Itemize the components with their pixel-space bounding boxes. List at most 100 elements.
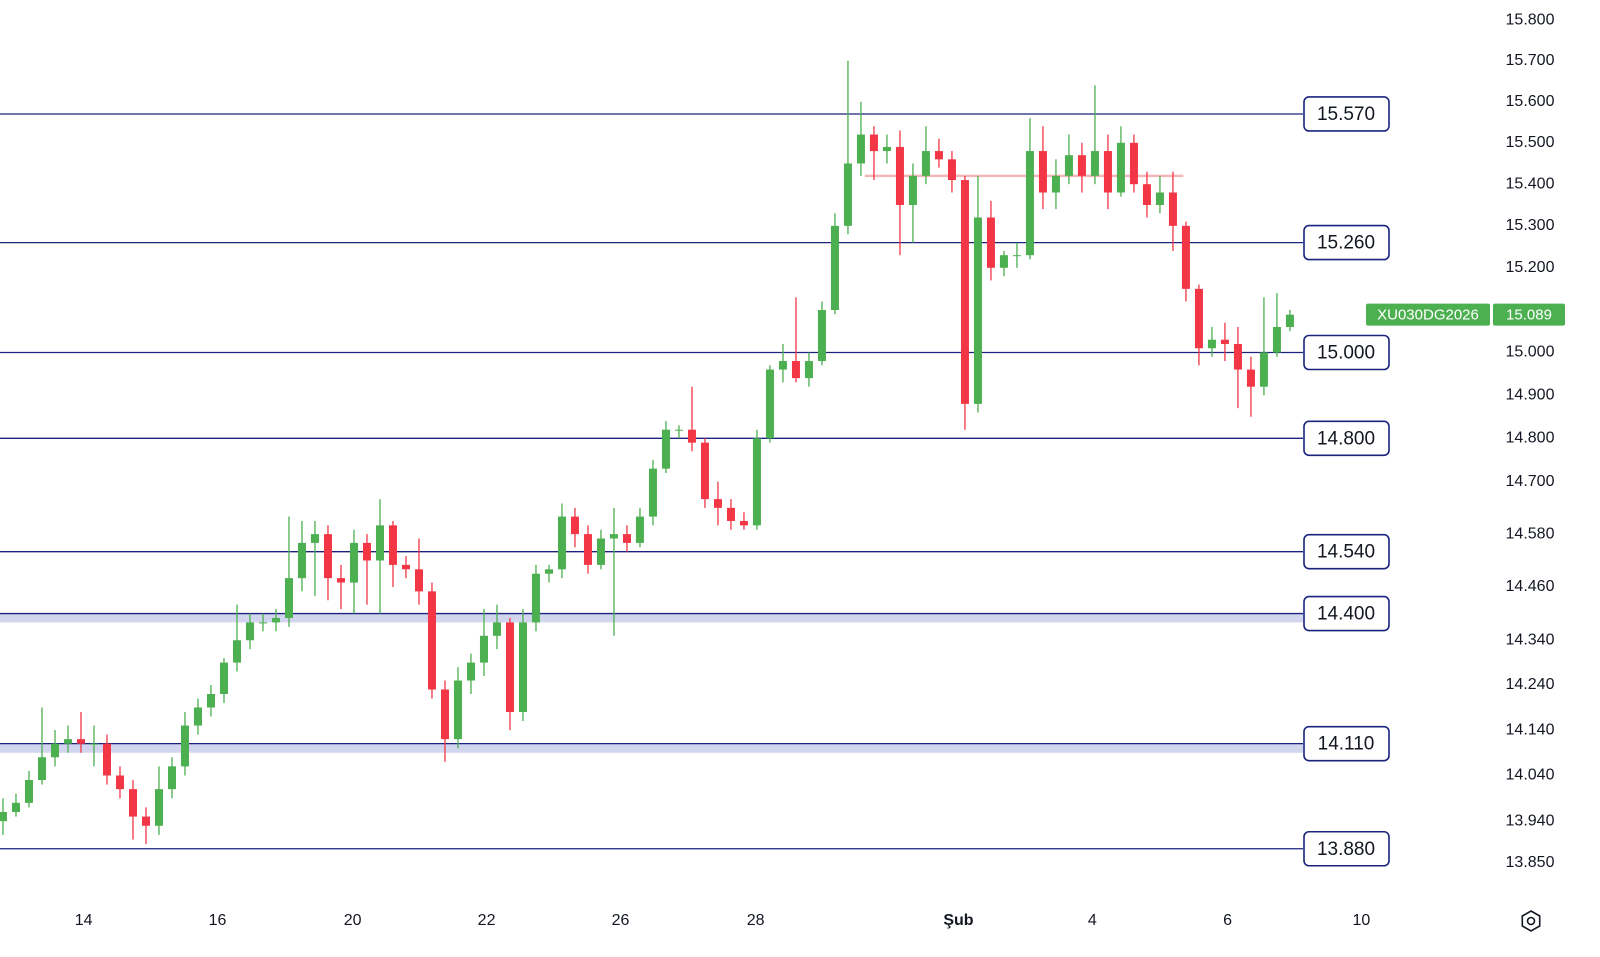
- level-label-box: [1303, 595, 1390, 632]
- candle-body: [258, 622, 267, 624]
- y-tick-label: 14.140: [1506, 721, 1555, 738]
- candle-body: [310, 534, 319, 543]
- candle-body: [11, 802, 20, 813]
- candle-body: [570, 516, 579, 535]
- candle-body: [856, 134, 865, 164]
- candle-body: [1025, 151, 1034, 256]
- candle-body: [843, 163, 852, 226]
- candle-body: [388, 525, 397, 565]
- candle-body: [934, 151, 943, 160]
- candle-body: [1012, 255, 1021, 257]
- candle-body: [102, 743, 111, 776]
- candle-body: [960, 180, 969, 404]
- candle-body: [999, 255, 1008, 268]
- level-label-box: [1303, 830, 1390, 867]
- x-tick-label: 4: [1088, 912, 1097, 929]
- x-tick-label: 16: [209, 912, 227, 929]
- candle-body: [518, 622, 527, 713]
- level-label: 15.260: [1317, 233, 1375, 254]
- candle-body: [193, 707, 202, 726]
- y-tick-label: 14.460: [1506, 578, 1555, 595]
- level-label: 14.540: [1317, 542, 1375, 563]
- x-tick-label: 28: [747, 912, 765, 929]
- y-tick-label: 14.580: [1506, 525, 1555, 542]
- candle-body: [362, 542, 371, 561]
- candle-body: [128, 789, 137, 817]
- candle-body: [921, 151, 930, 176]
- candle-body: [1194, 288, 1203, 349]
- candle-body: [752, 438, 761, 526]
- candle-body: [583, 534, 592, 565]
- candle-body: [947, 159, 956, 181]
- candle-body: [1285, 314, 1294, 327]
- candle-body: [661, 429, 670, 469]
- y-tick-label: 15.300: [1506, 217, 1555, 234]
- candle-body: [557, 516, 566, 570]
- price-tag-value-box: [1493, 303, 1565, 326]
- candle-body: [765, 369, 774, 439]
- candle-body: [1207, 339, 1216, 349]
- candle-body: [297, 542, 306, 579]
- candle-body: [180, 725, 189, 767]
- price-tag-value: 15.089: [1506, 307, 1552, 324]
- candle-body: [89, 743, 98, 745]
- candle-body: [349, 542, 358, 583]
- candle-body: [622, 534, 631, 543]
- candle-body: [700, 442, 709, 500]
- candle-body: [1038, 151, 1047, 193]
- candle-body: [115, 775, 124, 790]
- y-tick-label: 15.200: [1506, 259, 1555, 276]
- candle-body: [206, 693, 215, 708]
- y-tick-label: 13.850: [1506, 854, 1555, 871]
- x-tick-label: 6: [1223, 912, 1232, 929]
- candle-body: [505, 622, 514, 713]
- y-tick-label: 14.700: [1506, 473, 1555, 490]
- candle-body: [882, 146, 891, 152]
- candle-body: [50, 743, 59, 758]
- candle-body: [1272, 326, 1281, 353]
- candle-body: [1142, 184, 1151, 205]
- candle-body: [453, 680, 462, 740]
- level-label-box: [1303, 224, 1390, 261]
- candle-body: [1220, 339, 1229, 344]
- labels-layer: 15.570 15.260 15.000 14.800 14.540 14.400 14.1…: [1303, 96, 1565, 867]
- y-tick-label: 13.940: [1506, 812, 1555, 829]
- candle-body: [401, 564, 410, 570]
- level-label: 14.110: [1318, 734, 1375, 755]
- candle-body: [414, 569, 423, 592]
- candle-body: [1051, 175, 1060, 193]
- x-tick-label: Şub: [943, 912, 973, 929]
- candle-body: [336, 578, 345, 583]
- candle-body: [778, 361, 787, 370]
- candle-body: [544, 569, 553, 574]
- level-label-box: [1303, 725, 1390, 762]
- y-tick-label: 15.000: [1506, 344, 1555, 361]
- candle-body: [713, 499, 722, 508]
- level-label: 13.880: [1317, 839, 1375, 860]
- candle-body: [1246, 369, 1255, 387]
- level-label: 15.000: [1317, 343, 1375, 364]
- candle-body: [284, 578, 293, 618]
- candle-body: [479, 635, 488, 663]
- candle-body: [726, 507, 735, 521]
- candle-body: [1116, 142, 1125, 193]
- candle-body: [63, 739, 72, 744]
- candle-body: [440, 689, 449, 740]
- x-tick-label: 14: [75, 912, 93, 929]
- candle-body: [609, 534, 618, 539]
- settings-icon[interactable]: [1521, 910, 1541, 932]
- level-label: 15.570: [1317, 104, 1375, 125]
- candle-body: [596, 538, 605, 565]
- price-tag-symbol-box: [1366, 303, 1490, 326]
- candle-body: [531, 573, 540, 623]
- candle-body: [908, 175, 917, 205]
- candle-body: [895, 146, 904, 205]
- candle-body: [141, 816, 150, 826]
- candle-body: [1090, 151, 1099, 176]
- level-zone: [0, 613, 1303, 623]
- candle-body: [1129, 142, 1138, 185]
- candle-body: [37, 757, 46, 781]
- candle-body: [1233, 343, 1242, 370]
- candle-body: [635, 516, 644, 543]
- x-tick-label: 26: [612, 912, 630, 929]
